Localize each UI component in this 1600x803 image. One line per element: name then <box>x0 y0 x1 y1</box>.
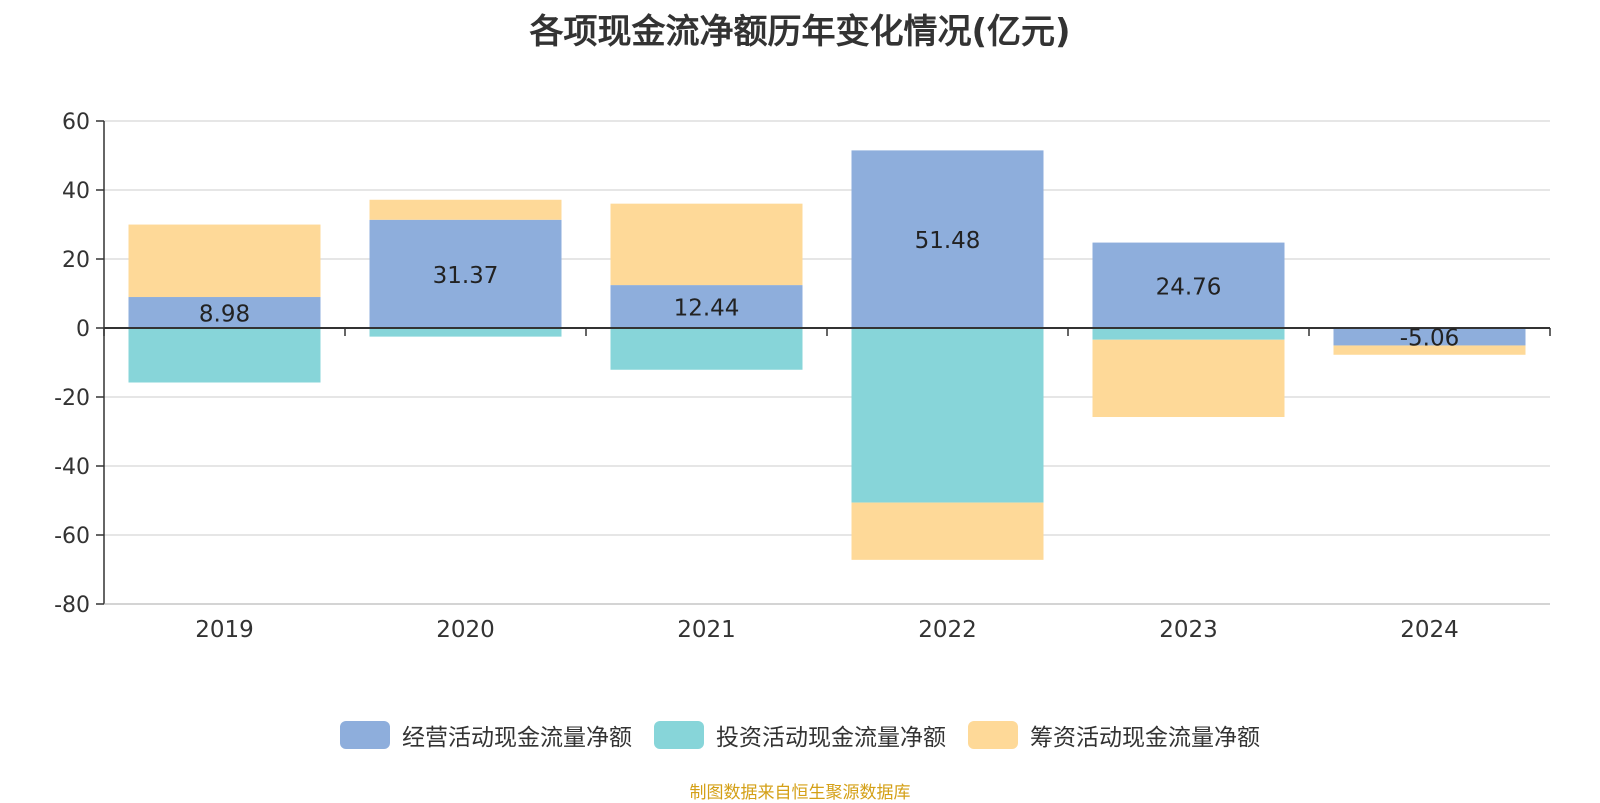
bar-2019-series-3 <box>128 224 321 298</box>
bar-2022-series-3 <box>851 502 1044 560</box>
bar-2022-series-2 <box>851 328 1044 503</box>
legend-swatch-investing <box>654 721 704 749</box>
legend-item-operating[interactable]: 经营活动现金流量净额 <box>340 718 632 752</box>
bar-2020-series-1 <box>369 219 562 328</box>
y-tick-label: 20 <box>62 248 90 273</box>
data-label: 12.44 <box>674 296 740 322</box>
x-tick-label: 2022 <box>918 617 977 643</box>
bar-2023-series-3 <box>1092 339 1285 418</box>
data-label: -5.06 <box>1400 326 1460 352</box>
bar-2019-series-2 <box>128 328 321 383</box>
y-tick-label: 40 <box>62 179 90 204</box>
y-tick-label: 60 <box>62 110 90 135</box>
legend-swatch-operating <box>340 721 390 749</box>
x-tick-label: 2019 <box>195 617 254 643</box>
source-note: 制图数据来自恒生聚源数据库 <box>689 783 911 803</box>
legend-swatch-financing <box>968 721 1018 749</box>
legend-item-financing[interactable]: 筹资活动现金流量净额 <box>968 718 1260 752</box>
bar-2024-series-1 <box>1333 328 1526 346</box>
bar-2020-series-3 <box>369 199 562 220</box>
bar-2023-series-1 <box>1092 242 1285 328</box>
y-tick-label: -40 <box>54 455 90 480</box>
bar-2021-series-2 <box>610 328 803 370</box>
y-tick-label: -80 <box>54 593 90 618</box>
bar-2019-series-1 <box>128 297 321 328</box>
x-tick-label: 2020 <box>436 617 495 643</box>
y-tick-label: -60 <box>54 524 90 549</box>
x-tick-label: 2023 <box>1159 617 1218 643</box>
legend-label-operating: 经营活动现金流量净额 <box>402 725 632 751</box>
y-tick-label: 0 <box>76 317 90 342</box>
data-label: 51.48 <box>915 228 981 254</box>
bar-2020-series-2 <box>369 328 562 337</box>
bar-2022-series-1 <box>851 150 1044 328</box>
y-tick-label: -20 <box>54 386 90 411</box>
bar-2021-series-1 <box>610 285 803 328</box>
legend-label-investing: 投资活动现金流量净额 <box>716 725 946 751</box>
x-tick-label: 2024 <box>1400 617 1459 643</box>
data-label: 8.98 <box>199 302 250 328</box>
bar-2024-series-3 <box>1333 345 1526 355</box>
legend: 经营活动现金流量净额 投资活动现金流量净额 筹资活动现金流量净额 <box>0 718 1600 752</box>
x-tick-label: 2021 <box>677 617 736 643</box>
stacked-bar-chart: 60 40 20 0 -20 -40 -60 -80 2019 2020 2021 2022 2023 2… <box>54 110 1551 643</box>
chart-title: 各项现金流净额历年变化情况(亿元) <box>529 12 1071 52</box>
bar-2021-series-3 <box>610 203 803 286</box>
legend-item-investing[interactable]: 投资活动现金流量净额 <box>654 718 946 752</box>
data-label: 24.76 <box>1156 274 1222 300</box>
data-label: 31.37 <box>433 263 499 289</box>
bar-2023-series-2 <box>1092 328 1285 340</box>
legend-label-financing: 筹资活动现金流量净额 <box>1030 725 1260 751</box>
